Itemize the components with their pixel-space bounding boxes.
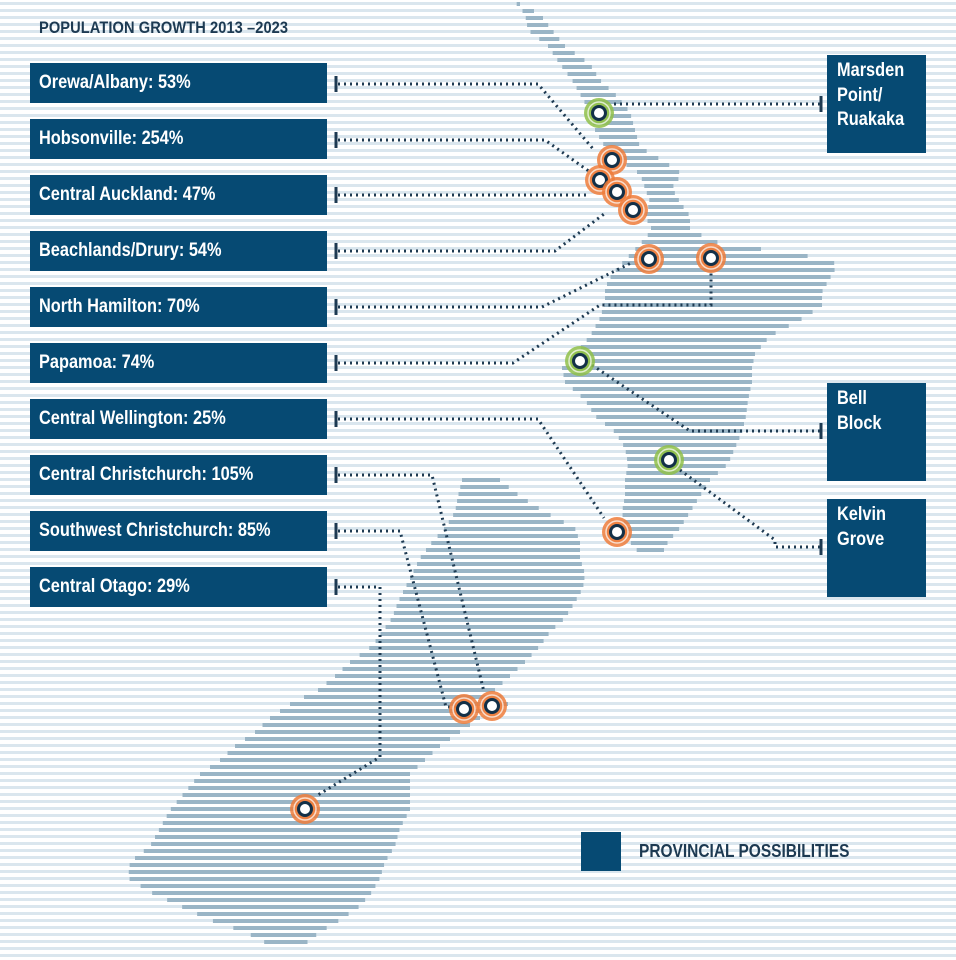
location-marker — [565, 346, 595, 376]
growth-label: Papamoa: 74% — [30, 343, 327, 383]
location-marker — [696, 243, 726, 273]
growth-label: Southwest Christchurch: 85% — [30, 511, 327, 551]
location-marker — [449, 694, 479, 724]
growth-label-text: Central Wellington: 25% — [39, 408, 226, 429]
location-marker — [290, 794, 320, 824]
growth-label-text: Central Otago: 29% — [39, 576, 190, 597]
growth-label: North Hamilton: 70% — [30, 287, 327, 327]
growth-label: Central Otago: 29% — [30, 567, 327, 607]
growth-label-text: Southwest Christchurch: 85% — [39, 520, 271, 541]
growth-label: Central Auckland: 47% — [30, 175, 327, 215]
location-marker — [477, 691, 507, 721]
growth-label-text: North Hamilton: 70% — [39, 296, 200, 317]
leader-line — [338, 473, 486, 693]
growth-label: Hobsonville: 254% — [30, 119, 327, 159]
growth-label: Orewa/Albany: 53% — [30, 63, 327, 103]
leader-line — [679, 468, 820, 549]
growth-label-text: Central Christchurch: 105% — [39, 464, 254, 485]
provincial-label-text: Kelvin Grove — [837, 504, 887, 550]
location-markers — [290, 98, 726, 824]
growth-label-text: Orewa/Albany: 53% — [39, 72, 191, 93]
growth-label-text: Hobsonville: 254% — [39, 128, 184, 149]
legend-label: PROVINCIAL POSSIBILITIES — [639, 841, 850, 861]
legend: PROVINCIAL POSSIBILITIES — [581, 832, 884, 871]
leader-line — [338, 212, 605, 253]
growth-label: Central Christchurch: 105% — [30, 455, 327, 495]
location-marker — [618, 195, 648, 225]
growth-label-text: Beachlands/Drury: 54% — [39, 240, 222, 261]
location-marker — [602, 517, 632, 547]
leader-line — [338, 417, 606, 519]
growth-label: Central Wellington: 25% — [30, 399, 327, 439]
legend-swatch — [581, 832, 621, 871]
growth-label-text: Central Auckland: 47% — [39, 184, 216, 205]
provincial-label-text: Marsden Point/ Ruakaka — [837, 60, 905, 130]
provincial-label: Bell Block — [827, 383, 926, 481]
location-marker — [584, 98, 614, 128]
leader-line — [338, 260, 634, 309]
leader-line — [338, 529, 460, 709]
leader-line — [317, 585, 382, 797]
provincial-label: Kelvin Grove — [827, 499, 926, 597]
map-title: POPULATION GROWTH 2013 –2023 — [39, 18, 289, 37]
location-marker — [654, 445, 684, 475]
provincial-label: Marsden Point/ Ruakaka — [827, 55, 926, 153]
leader-line — [591, 363, 820, 433]
provincial-label-text: Bell Block — [837, 388, 882, 434]
growth-label-text: Papamoa: 74% — [39, 352, 155, 373]
leader-lines — [317, 76, 823, 797]
leader-line — [338, 82, 596, 151]
location-marker — [634, 244, 664, 274]
growth-label: Beachlands/Drury: 54% — [30, 231, 327, 271]
